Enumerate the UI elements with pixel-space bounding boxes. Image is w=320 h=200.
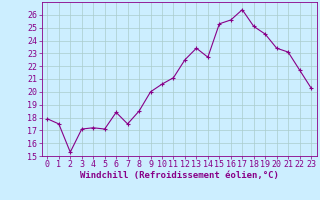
X-axis label: Windchill (Refroidissement éolien,°C): Windchill (Refroidissement éolien,°C) <box>80 171 279 180</box>
